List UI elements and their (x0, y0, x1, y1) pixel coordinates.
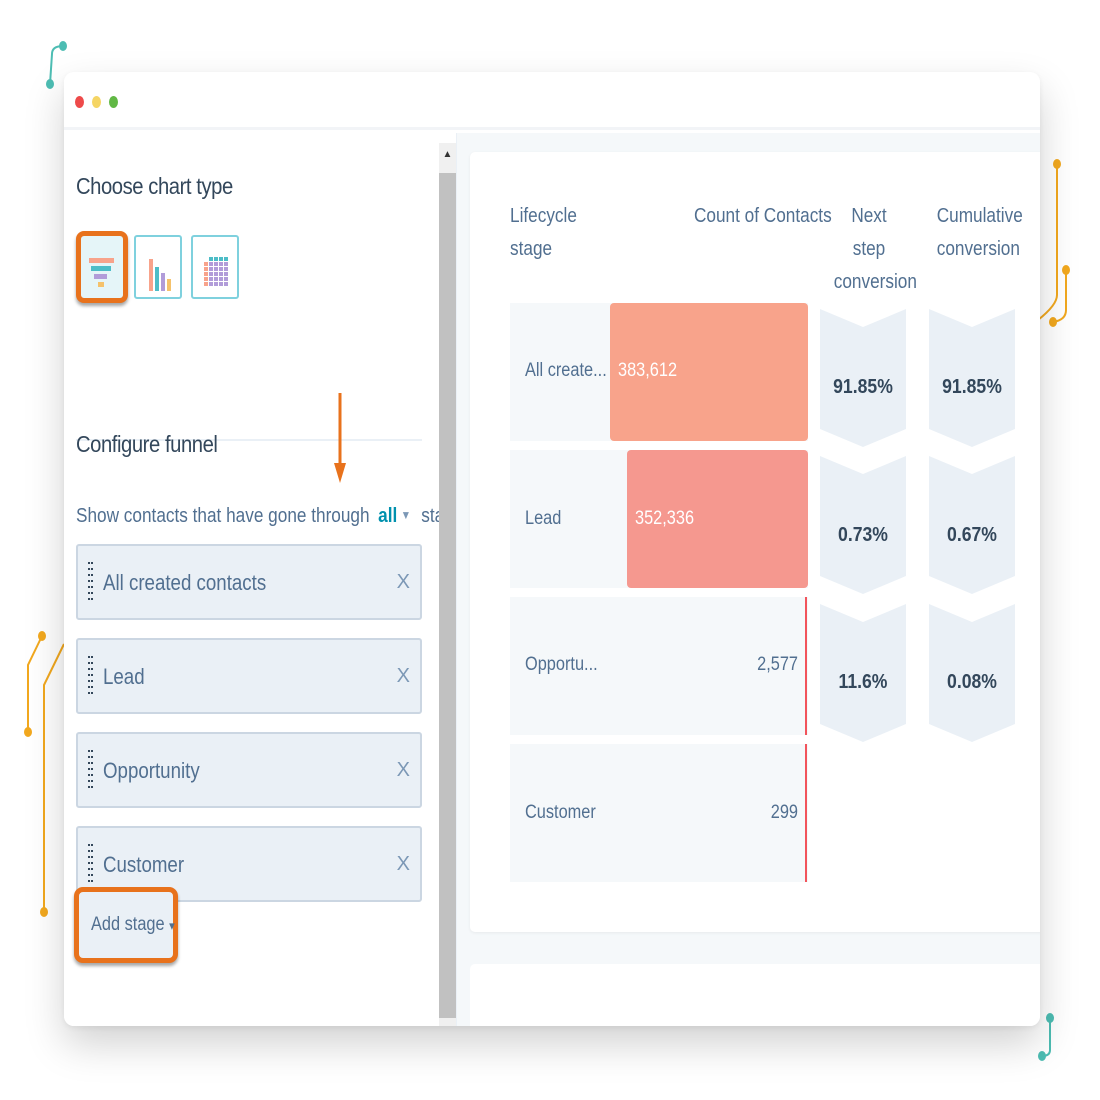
next-step-chevron (820, 309, 906, 447)
drag-handle-icon[interactable] (88, 562, 94, 602)
row-stage-label: Customer (525, 802, 596, 823)
funnel-bar[interactable] (805, 597, 807, 735)
decorative-orange-connector-right (1037, 159, 1070, 327)
scroll-up-arrow-icon[interactable]: ▲ (442, 149, 453, 160)
stage-filter-sentence: Show contacts that have gone through all ▼… (76, 505, 477, 528)
remove-stage-button[interactable]: X (396, 571, 410, 593)
stage-label: Opportunity (103, 758, 200, 783)
remove-stage-button[interactable]: X (396, 759, 410, 781)
chart-type-selector (76, 231, 376, 335)
row-stage-label: All create... (525, 360, 607, 381)
chart-type-bar-button[interactable] (134, 235, 182, 299)
section-divider (76, 439, 422, 441)
minimize-window-button[interactable] (92, 96, 101, 108)
stage-item-opportunity[interactable]: Opportunity X (76, 732, 422, 808)
stage-label: Customer (103, 852, 185, 877)
stage-item-customer[interactable]: Customer X (76, 826, 422, 902)
bar-value: 299 (770, 802, 798, 823)
cumulative-chevron (929, 309, 1015, 447)
close-window-button[interactable] (75, 96, 84, 108)
add-stage-button[interactable]: Add stage ▾ (74, 887, 178, 963)
header-lifecycle-stage: Lifecycle stage (510, 205, 577, 260)
cumulative-value: 91.85% (942, 376, 1002, 398)
bar-value: 383,612 (618, 360, 678, 381)
chart-type-grid-button[interactable] (191, 235, 239, 299)
cumulative-chevron (929, 456, 1015, 594)
stage-filter-dropdown[interactable]: all (378, 505, 398, 527)
decorative-orange-connector-left (24, 631, 65, 917)
cumulative-chevron (929, 604, 1015, 742)
next-step-chevron (820, 604, 906, 742)
drag-handle-icon[interactable] (88, 750, 94, 790)
sentence-prefix: Show contacts that have gone through (76, 505, 370, 527)
caret-down-icon: ▾ (169, 918, 175, 933)
next-step-chevron (820, 456, 906, 594)
next-step-value: 11.6% (838, 671, 888, 693)
next-step-value: 91.85% (833, 376, 893, 398)
stage-label: Lead (103, 664, 145, 689)
configure-funnel-heading: Configure funnel (76, 431, 218, 457)
add-stage-label: Add stage ▾ (91, 914, 175, 935)
config-panel: Choose chart type (64, 133, 477, 1026)
row-stage-label: Lead (525, 508, 562, 529)
header-cumulative-conversion: Cumulative conversion (936, 205, 1023, 260)
grid-chart-icon (204, 257, 228, 286)
drag-handle-icon[interactable] (88, 656, 94, 696)
choose-chart-type-heading: Choose chart type (76, 173, 233, 199)
stage-label: All created contacts (103, 570, 267, 595)
drag-handle-icon[interactable] (88, 844, 94, 884)
header-count-of-contacts: Count of Contacts (694, 205, 832, 227)
table-row (510, 744, 808, 882)
scrollbar-thumb[interactable] (439, 173, 456, 1018)
funnel-bar[interactable] (805, 744, 807, 882)
bar-value: 352,336 (635, 508, 695, 529)
decorative-teal-connector-top-left (46, 41, 67, 89)
decorative-teal-connector-bottom-right (1038, 1013, 1054, 1061)
left-panel-scrollbar[interactable]: ▲ (439, 143, 456, 1026)
funnel-chart-icon (89, 258, 114, 287)
funnel-bar[interactable] (610, 303, 808, 441)
bar-value: 2,577 (757, 654, 798, 675)
app-window: Choose chart type (64, 72, 1040, 1026)
table-row (510, 597, 808, 735)
chart-type-funnel-button[interactable] (76, 231, 128, 303)
row-stage-label: Opportu... (525, 654, 598, 675)
cumulative-value: 0.67% (947, 524, 997, 546)
annotation-arrow-down-icon (334, 393, 346, 483)
header-next-step-conversion: Next step conversion (833, 205, 917, 293)
stage-item-lead[interactable]: Lead X (76, 638, 422, 714)
remove-stage-button[interactable]: X (396, 665, 410, 687)
title-bar (64, 72, 1040, 130)
cumulative-value: 0.08% (947, 671, 997, 693)
next-step-value: 0.73% (838, 524, 888, 546)
stage-item-all-created-contacts[interactable]: All created contacts X (76, 544, 422, 620)
caret-down-icon[interactable]: ▼ (400, 508, 411, 522)
funnel-bar[interactable] (627, 450, 808, 588)
secondary-card (470, 964, 1040, 1026)
maximize-window-button[interactable] (109, 96, 118, 108)
remove-stage-button[interactable]: X (396, 853, 410, 875)
panel-splitter[interactable] (456, 133, 468, 1026)
bar-chart-icon (149, 259, 171, 291)
